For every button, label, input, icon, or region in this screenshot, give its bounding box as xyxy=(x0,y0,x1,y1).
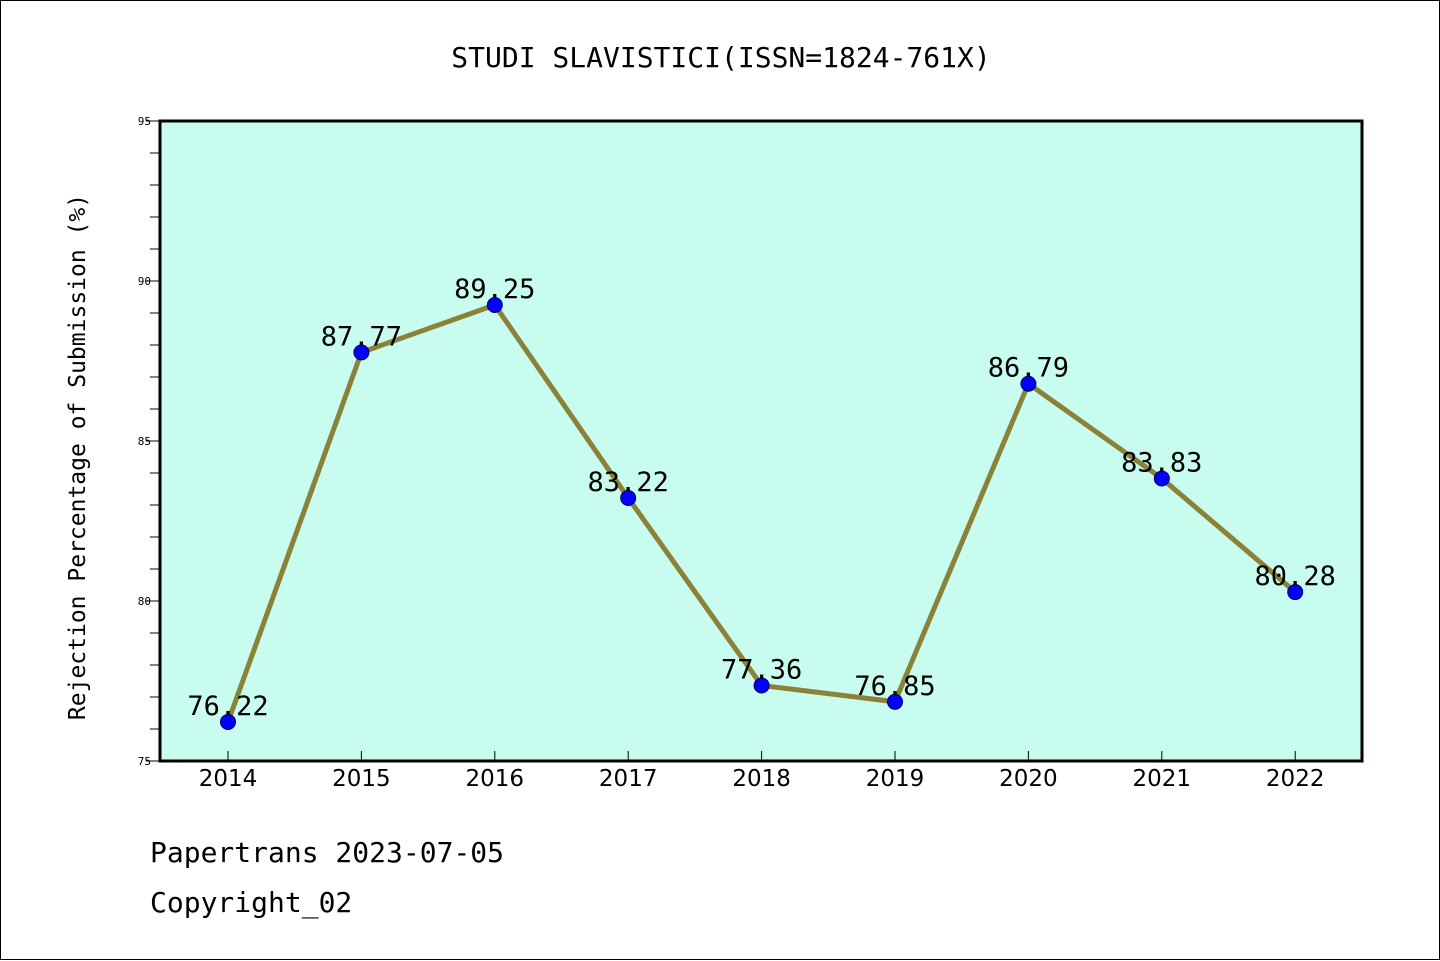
y-tick-label: 75 xyxy=(138,755,151,768)
plot-area xyxy=(158,119,1364,763)
data-point xyxy=(887,693,903,710)
data-point xyxy=(220,713,236,730)
x-axis: 2014 2015 2016 2017 2018 2019 2020 2021 2022 xyxy=(199,751,1325,792)
footer-copyright-text: Copyright_02 xyxy=(150,886,353,919)
x-tick-label: 2016 xyxy=(466,766,525,792)
x-tick-label: 2014 xyxy=(199,766,258,792)
data-label: 76.85 xyxy=(854,671,935,702)
x-tick-label: 2017 xyxy=(599,766,658,792)
y-tick-label: 90 xyxy=(138,275,151,288)
x-tick-label: 2018 xyxy=(732,766,791,792)
data-label: 86.79 xyxy=(988,353,1069,384)
x-tick-label: 2015 xyxy=(332,766,391,792)
y-tick-label: 95 xyxy=(138,115,151,128)
data-label: 83.83 xyxy=(1121,447,1202,478)
data-label: 87.77 xyxy=(321,321,402,352)
data-point xyxy=(1153,470,1170,487)
y-tick-label: 85 xyxy=(138,435,151,448)
data-point xyxy=(1020,375,1037,392)
data-point xyxy=(753,677,770,694)
data-label: 76.22 xyxy=(187,691,268,722)
data-point xyxy=(353,344,370,361)
x-tick-label: 2022 xyxy=(1266,766,1325,792)
x-tick-label: 2021 xyxy=(1133,766,1192,792)
data-label: 80.28 xyxy=(1255,561,1336,592)
series-layer: 76.22 87.77 89.25 83.22 77.36 76.85 86.79 83.83… xyxy=(187,274,1336,730)
footer-date-text: Papertrans 2023-07-05 xyxy=(150,836,505,869)
data-label: 77.36 xyxy=(721,654,802,685)
y-tick-label: 80 xyxy=(138,595,151,608)
data-point xyxy=(1287,584,1304,601)
data-label: 83.22 xyxy=(588,467,669,498)
chart-title: STUDI SLAVISTICI(ISSN=1824-761X) xyxy=(451,41,990,74)
data-label: 89.25 xyxy=(454,274,535,305)
x-tick-label: 2019 xyxy=(866,766,925,792)
data-point xyxy=(486,297,503,313)
x-tick-label: 2020 xyxy=(999,766,1058,792)
y-axis: 75 80 85 90 95 xyxy=(138,115,160,768)
y-axis-label: Rejection Percentage of Submission (%) xyxy=(65,194,91,720)
data-point xyxy=(620,489,637,506)
